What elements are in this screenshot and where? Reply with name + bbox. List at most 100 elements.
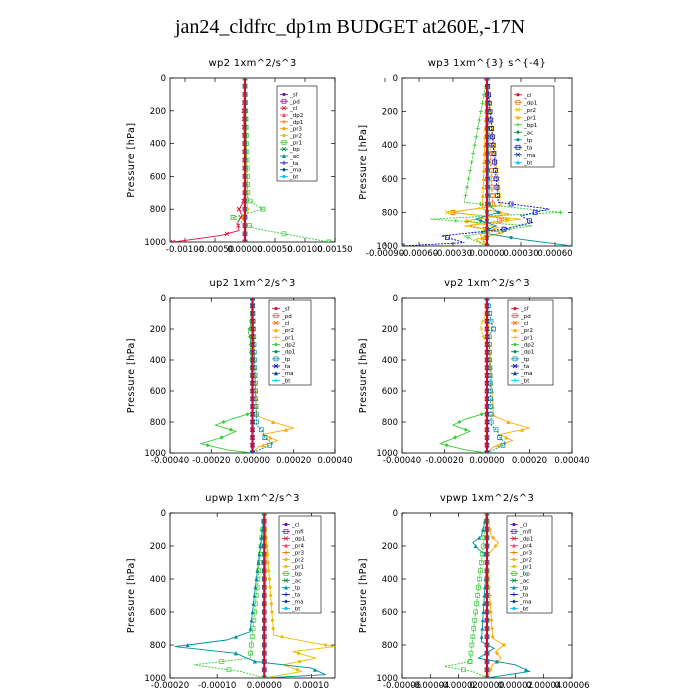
data-point [250,450,255,453]
legend-marker [511,529,517,534]
data-point [249,634,255,640]
data-point [484,675,490,678]
legend-marker [512,599,516,604]
data-point [271,420,276,424]
data-point [326,239,332,242]
data-point [490,142,496,148]
legend-marker [274,328,278,333]
legend-marker [284,592,288,597]
legend-box [276,85,318,182]
legend-marker [284,564,288,569]
data-point [266,560,270,565]
data-point [271,626,275,631]
x-tick-label: -0.00040 [383,456,421,466]
legend-entry: _ta [523,145,532,151]
data-point [259,535,264,540]
data-point [254,404,259,409]
legend-entry: _cl [520,321,529,327]
data-point [490,134,495,140]
data-point [488,610,493,614]
data-point [493,176,499,182]
data-point [247,223,252,228]
data-point [251,601,256,606]
legend-entry: _dp1 [291,537,305,543]
legend-marker [274,306,278,311]
data-point [480,193,485,198]
data-point [494,659,499,664]
data-point [478,560,484,565]
data-point [224,231,230,237]
data-point [253,585,258,590]
data-point [236,206,242,212]
legend-entry: _dp1 [289,120,303,126]
data-point [472,143,477,148]
data-point [205,443,210,448]
data-point [475,126,480,131]
data-point [444,443,449,448]
legend-entry: _pr1 [291,565,304,571]
data-point [248,650,253,656]
legend-marker [516,138,520,142]
y-tick-label: 600 [150,387,166,397]
legend-entry: _dp1 [281,350,295,356]
x-tick-label: 0.00020 [512,456,547,466]
data-point [479,327,484,331]
legend-marker [281,139,287,145]
data-point [469,160,474,164]
data-point [254,577,259,581]
data-point [298,659,302,664]
y-tick-label: 800 [150,205,166,215]
legend-marker [284,606,288,611]
legend-marker [281,105,287,111]
y-tick-label: 800 [150,418,166,428]
legend-entry: _pr1 [519,565,532,571]
data-point [532,210,538,215]
data-point [269,593,273,598]
data-point [221,420,226,424]
data-point [478,568,483,574]
y-axis-label: Pressure [hPa] [358,124,369,199]
legend-marker [273,313,279,319]
data-point [466,176,471,181]
data-point [489,126,494,131]
legend-marker [515,107,521,113]
legend-entry: _ma [289,168,301,174]
data-point [466,235,471,240]
data-point [482,593,487,598]
legend-entry: _pr2 [523,108,536,114]
series-group [199,298,294,453]
data-point [247,334,252,339]
data-point [461,667,466,673]
x-tick-label: 0.00004 [526,681,561,691]
data-point [478,109,483,114]
legend-entry: _mfl [519,530,532,536]
data-point [474,134,479,139]
legend-marker [512,320,518,326]
data-point [570,244,572,246]
legend-marker [516,122,520,127]
y-tick-label: 1000 [144,238,166,248]
y-tick-label: 1000 [376,674,398,684]
data-point [230,215,236,220]
data-point [482,160,487,164]
y-tick-label: 600 [382,175,398,185]
budget-panel-5: upwp 1xm^2/s^3 Pressure [hPa] 0 200 400 600 80… [126,493,336,691]
x-tick-label: 0.00060 [537,249,572,259]
series-line-dp2 [438,298,488,453]
data-point [262,675,267,678]
panel-title: upwp 1xm^2/s^3 [205,493,300,504]
data-point [484,243,490,246]
y-tick-label: 1000 [376,449,398,459]
data-point [260,206,266,212]
x-tick-label: 0.00000 [469,249,504,259]
legend-entry: _pr3 [519,551,533,557]
x-tick-label: 0.00000 [227,245,262,255]
data-point [496,443,501,448]
y-tick-label: 200 [382,108,398,118]
y-tick-label: 200 [382,542,398,552]
data-point [248,626,253,631]
legend-entry: _ta [291,593,300,599]
data-point [484,450,490,453]
data-point [219,659,225,664]
data-point [477,535,482,540]
